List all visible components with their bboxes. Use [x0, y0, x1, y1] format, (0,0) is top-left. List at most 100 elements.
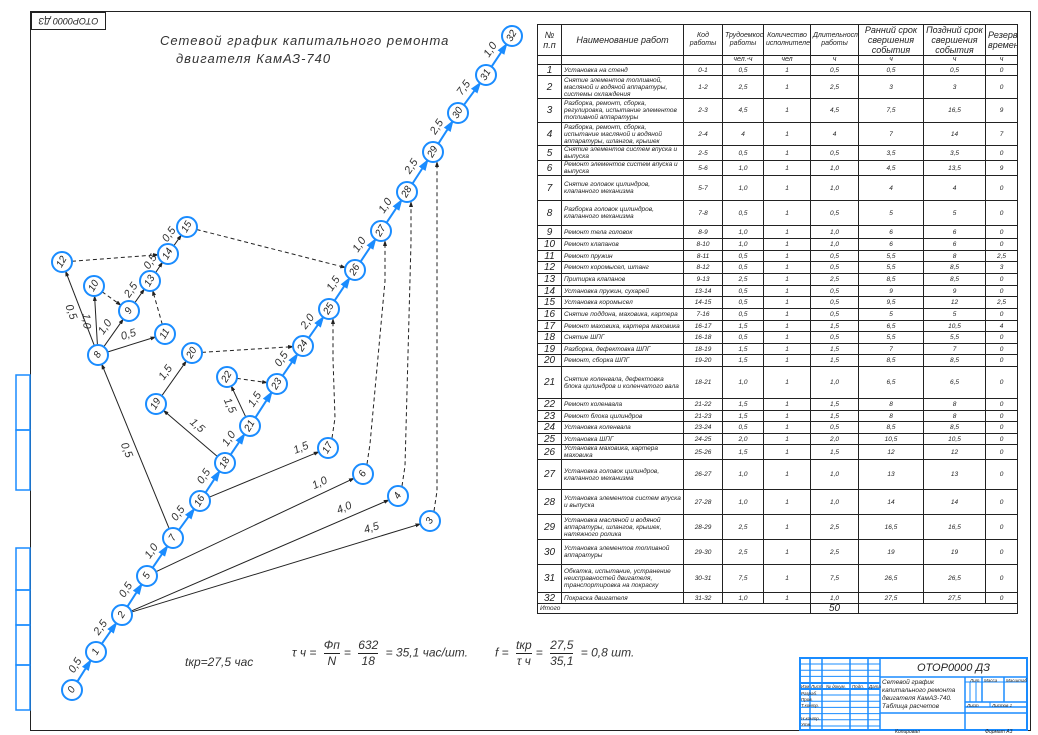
table-units-row: чел.-ч чел ч ч ч ч: [537, 55, 1018, 65]
table-cell: 28-29: [683, 514, 723, 540]
formula-f: f = tкр τ ч = 27,5 35,1 = 0,8 шт.: [495, 638, 635, 668]
work-arrow: [437, 119, 454, 145]
edge-29-30: 2,5: [427, 117, 454, 145]
work-name: Разборка, ремонт, сборка, испытание масл…: [561, 122, 684, 146]
table-cell: 1: [763, 398, 811, 411]
table-cell: 8,5: [858, 421, 924, 434]
dummy-arrow: [101, 291, 122, 306]
work-arrow: [76, 658, 92, 683]
tau-result: = 35,1 час/шт.: [385, 645, 468, 660]
work-name: Ремонт клапанов: [561, 238, 684, 251]
table-cell: 8: [923, 410, 986, 422]
table-cell: 7,5: [858, 98, 924, 123]
table-cell: 1,0: [722, 592, 764, 604]
node-number: 9: [123, 305, 136, 316]
table-cell: 4: [722, 122, 764, 146]
unit-cell: [537, 55, 562, 65]
diagram-title: Сетевой график капитального ремонта двиг…: [160, 32, 449, 68]
work-name: Снятие коленвала, дефектовка блока цилин…: [561, 366, 684, 399]
edge-16-18: 0,5: [195, 466, 221, 494]
table-cell: 8: [923, 398, 986, 411]
tb-nkontr: Н.контр.: [801, 716, 821, 721]
edge-duration-label: 0,5: [119, 327, 138, 343]
table-cell: 8-11: [683, 250, 723, 262]
edge-5-6: 1,0: [155, 474, 355, 573]
table-cell: 1,5: [810, 343, 859, 355]
table-cell: 1,0: [810, 160, 859, 176]
work-arrow: [151, 544, 169, 569]
numerator: tкр: [516, 638, 532, 652]
table-cell: 24: [537, 421, 562, 434]
table-cell: 16-18: [683, 331, 723, 344]
work-arrow: [103, 318, 124, 348]
table-row: 1 Установка на стенд 0-1 0,5 1 0,5 0,5 0,5 0: [537, 64, 1018, 76]
table-cell: 1,5: [722, 398, 764, 411]
table-cell: 3: [985, 261, 1018, 274]
table-cell: 1,5: [722, 354, 764, 367]
edge-2-5: 0,5: [117, 580, 143, 608]
table-cell: 32: [537, 592, 562, 604]
table-cell: 27: [537, 459, 562, 490]
column-header: Код работы: [683, 24, 723, 56]
work-arrow: [463, 81, 482, 106]
table-cell: 1: [763, 421, 811, 434]
table-cell: 6,5: [858, 366, 924, 399]
node-number: 22: [219, 369, 235, 385]
node-number: 26: [347, 262, 363, 278]
work-arrow: [359, 237, 377, 263]
edge-duration-label: 1,5: [221, 396, 239, 416]
denominator: N: [323, 653, 340, 669]
edge-duration-label: 0,5: [62, 303, 79, 322]
work-name: Ремонт блока цилиндров: [561, 410, 684, 422]
work-arrow: [92, 294, 98, 346]
edge-duration-label: 1,0: [96, 317, 115, 337]
tb-razrab: Разраб.: [801, 691, 818, 696]
node-number: 32: [504, 28, 519, 44]
table-cell: 8,5: [858, 273, 924, 286]
table-cell: 29-30: [683, 539, 723, 565]
table-cell: 1,5: [722, 343, 764, 355]
table-cell: 1: [763, 122, 811, 146]
table-cell: 0,5: [722, 250, 764, 262]
table-cell: 1: [763, 366, 811, 399]
table-cell: 1: [763, 459, 811, 490]
table-cell: 13,5: [923, 160, 986, 176]
table-cell: 30-31: [683, 564, 723, 593]
event-node-29: 29: [422, 141, 444, 163]
table-cell: 2,5: [810, 273, 859, 286]
table-cell: 0: [985, 225, 1018, 239]
table-cell: 5,5: [858, 261, 924, 274]
table-row: 26 Установка маховика, картера маховика 25…: [537, 444, 1018, 460]
table-cell: 5-7: [683, 175, 723, 201]
table-cell: 1: [763, 273, 811, 286]
work-arrow: [101, 363, 170, 529]
edge-17-25: [331, 318, 336, 439]
work-name: Установка масляной и водяной аппаратуры,…: [561, 514, 684, 540]
table-cell: 4: [537, 122, 562, 146]
event-node-25: 25: [318, 298, 340, 320]
table-cell: 7: [858, 122, 924, 146]
table-cell: 16-17: [683, 320, 723, 332]
work-arrow: [230, 385, 247, 418]
edge-18-19: 1,5: [162, 409, 218, 457]
table-cell: 0,5: [810, 331, 859, 344]
table-cell: 10: [537, 238, 562, 251]
unit-cell: чел.-ч: [722, 55, 764, 65]
table-cell: 12: [923, 296, 986, 309]
table-row: 10 Ремонт клапанов 8-10 1,0 1 1,0 6 6 0: [537, 238, 1018, 251]
table-cell: 2,0: [810, 433, 859, 445]
table-row: 30 Установка элементов топливной аппарату…: [537, 539, 1018, 565]
unit-cell: чел: [763, 55, 811, 65]
tb-tkontr: Т.контр.: [801, 703, 820, 708]
node-number: 23: [269, 376, 285, 392]
work-name: Установка пружин, сухарей: [561, 285, 684, 297]
table-cell: 6,5: [858, 320, 924, 332]
table-cell: 14: [923, 489, 986, 515]
table-cell: 1: [763, 64, 811, 76]
unit-cell: ч: [810, 55, 859, 65]
table-cell: 6,5: [923, 366, 986, 399]
dummy-arrow: [196, 228, 347, 269]
dummy-arrow: [366, 240, 387, 465]
table-cell: 1: [763, 98, 811, 123]
event-node-23: 23: [266, 373, 288, 395]
